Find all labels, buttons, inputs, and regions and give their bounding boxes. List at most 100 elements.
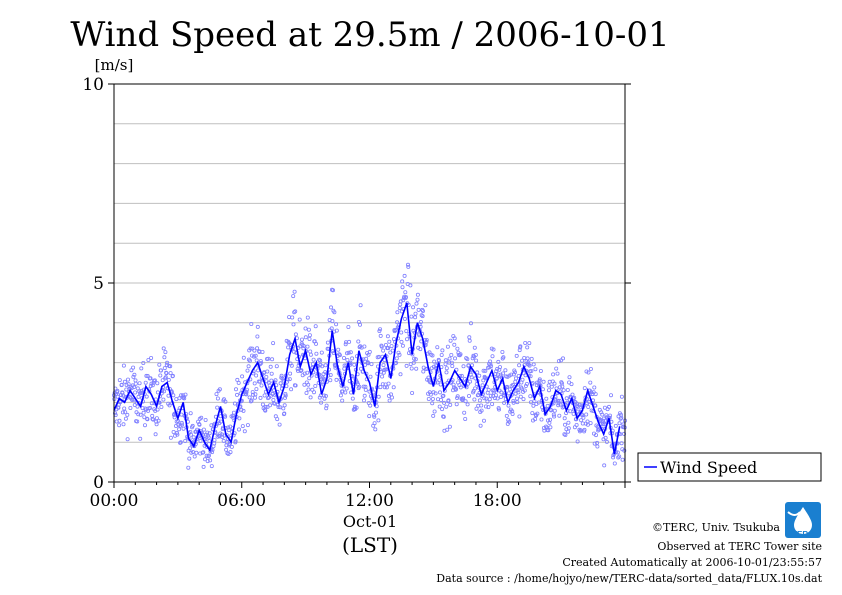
data-point bbox=[209, 423, 214, 428]
data-point bbox=[415, 292, 420, 297]
data-point bbox=[356, 339, 361, 344]
data-point bbox=[619, 415, 624, 420]
data-point bbox=[253, 392, 258, 397]
data-point bbox=[122, 406, 127, 411]
data-point bbox=[554, 386, 559, 391]
data-point bbox=[306, 327, 311, 332]
data-point bbox=[526, 360, 531, 365]
data-point bbox=[197, 422, 202, 427]
data-point bbox=[117, 423, 122, 428]
data-point bbox=[206, 435, 211, 440]
data-point bbox=[554, 366, 559, 371]
data-point bbox=[481, 368, 486, 373]
data-point bbox=[291, 322, 296, 327]
data-point bbox=[133, 390, 138, 395]
data-point bbox=[500, 349, 505, 354]
data-point bbox=[394, 360, 399, 365]
data-point bbox=[476, 392, 481, 397]
data-point bbox=[619, 441, 624, 446]
data-point bbox=[409, 314, 414, 319]
data-point bbox=[250, 346, 255, 351]
data-point bbox=[471, 353, 476, 358]
data-point bbox=[344, 386, 349, 391]
data-point bbox=[507, 419, 512, 424]
data-point bbox=[318, 358, 323, 363]
data-point bbox=[136, 412, 141, 417]
data-point bbox=[241, 355, 246, 360]
data-point bbox=[125, 437, 130, 442]
data-point bbox=[553, 398, 558, 403]
data-point bbox=[557, 413, 562, 418]
data-point bbox=[133, 378, 138, 383]
data-point bbox=[323, 370, 328, 375]
data-point bbox=[132, 385, 137, 390]
data-point bbox=[455, 346, 460, 351]
data-point bbox=[477, 373, 482, 378]
data-point bbox=[171, 393, 176, 398]
data-point bbox=[565, 387, 570, 392]
data-point bbox=[430, 401, 435, 406]
data-point bbox=[502, 400, 507, 405]
data-point bbox=[437, 378, 442, 383]
data-point bbox=[397, 306, 402, 311]
data-point bbox=[330, 319, 335, 324]
data-point bbox=[148, 383, 153, 388]
data-point bbox=[525, 356, 530, 361]
data-point bbox=[552, 381, 557, 386]
data-point bbox=[482, 396, 487, 401]
data-point bbox=[500, 371, 505, 376]
data-point bbox=[245, 368, 250, 373]
data-point bbox=[255, 346, 260, 351]
data-point bbox=[267, 403, 272, 408]
observed-text: Observed at TERC Tower site bbox=[657, 540, 822, 553]
data-point bbox=[444, 404, 449, 409]
data-point bbox=[572, 395, 577, 400]
data-point bbox=[479, 403, 484, 408]
data-point bbox=[473, 352, 478, 357]
data-point bbox=[589, 408, 594, 413]
data-point bbox=[432, 409, 437, 414]
data-point bbox=[467, 379, 472, 384]
data-point bbox=[187, 456, 192, 461]
data-point bbox=[469, 375, 474, 380]
data-point bbox=[345, 357, 350, 362]
data-point bbox=[287, 315, 292, 320]
data-point bbox=[436, 358, 441, 363]
data-point bbox=[347, 339, 352, 344]
data-point bbox=[515, 400, 520, 405]
data-point bbox=[194, 450, 199, 455]
data-point bbox=[325, 340, 330, 345]
data-point bbox=[307, 333, 312, 338]
data-point bbox=[140, 406, 145, 411]
data-point bbox=[411, 360, 416, 365]
data-point bbox=[498, 394, 503, 399]
y-tick-label: 5 bbox=[93, 274, 104, 294]
data-point bbox=[544, 396, 549, 401]
data-point bbox=[421, 369, 426, 374]
data-point bbox=[289, 363, 294, 368]
logo-wave bbox=[787, 511, 801, 516]
legend-box bbox=[637, 452, 822, 482]
data-point bbox=[354, 405, 359, 410]
data-point bbox=[539, 417, 544, 422]
data-point bbox=[206, 453, 211, 458]
data-point bbox=[148, 405, 153, 410]
data-point bbox=[358, 303, 363, 308]
data-point bbox=[619, 394, 624, 399]
data-point bbox=[301, 343, 306, 348]
data-point bbox=[301, 346, 306, 351]
data-point bbox=[430, 353, 435, 358]
data-point bbox=[233, 439, 238, 444]
data-point bbox=[268, 364, 273, 369]
data-point bbox=[223, 399, 228, 404]
data-point bbox=[201, 427, 206, 432]
data-point bbox=[313, 324, 318, 329]
data-point bbox=[162, 366, 167, 371]
data-point bbox=[168, 435, 173, 440]
data-point bbox=[569, 382, 574, 387]
data-point bbox=[143, 380, 148, 385]
data-point bbox=[517, 348, 522, 353]
data-point bbox=[515, 396, 520, 401]
data-point bbox=[442, 400, 447, 405]
